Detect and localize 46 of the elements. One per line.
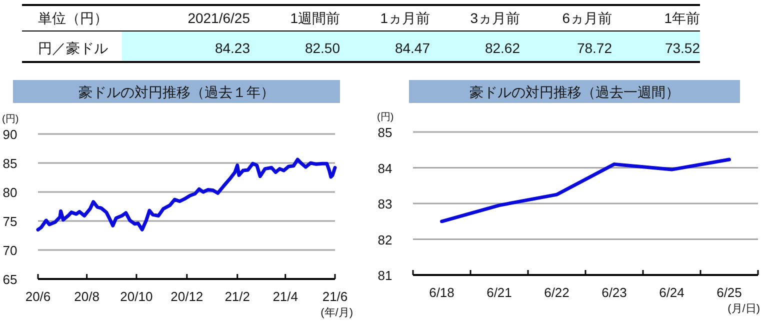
x-tick-label: 6/24 bbox=[659, 285, 684, 300]
text: 6ヵ月前 bbox=[562, 10, 612, 26]
line-series bbox=[440, 158, 731, 224]
x-axis-title: (年/月) bbox=[320, 307, 353, 319]
x-axis-title: (月/日) bbox=[728, 303, 760, 315]
text: 1ヵ月前 bbox=[380, 10, 430, 26]
y-tick-label: 83 bbox=[378, 196, 392, 212]
text: 78.72 bbox=[576, 40, 612, 56]
y-tick-label: 75 bbox=[2, 214, 18, 229]
x-tick-label: 20/10 bbox=[120, 289, 153, 304]
x-tick-label: 6/21 bbox=[486, 285, 512, 300]
text: 73.52 bbox=[664, 40, 700, 56]
y-tick-label: 90 bbox=[2, 127, 18, 142]
y-tick-label: 80 bbox=[2, 185, 18, 200]
line-series bbox=[36, 158, 337, 232]
y-tick-label: 85 bbox=[378, 125, 392, 140]
y-axis-title: (円) bbox=[377, 112, 394, 123]
chart-title: 豪ドルの対円推移（過去１年） bbox=[78, 84, 274, 100]
text: 84.47 bbox=[394, 40, 430, 56]
x-tick-label: 20/8 bbox=[74, 289, 100, 304]
y-tick-label: 85 bbox=[2, 156, 18, 171]
text: 82.62 bbox=[484, 40, 520, 56]
y-tick-label: 82 bbox=[378, 232, 392, 248]
x-tick-label: 21/4 bbox=[272, 289, 298, 304]
y-tick-label: 84 bbox=[378, 160, 392, 176]
text: 1週間前 bbox=[290, 10, 340, 26]
text: 円／豪ドル bbox=[38, 40, 108, 56]
y-tick-label: 70 bbox=[2, 243, 18, 258]
text: 3ヵ月前 bbox=[470, 10, 520, 26]
x-tick-label: 6/25 bbox=[716, 285, 742, 300]
y-tick-label: 65 bbox=[2, 272, 18, 287]
x-tick-label: 21/6 bbox=[322, 289, 348, 304]
text: 1年前 bbox=[664, 10, 700, 26]
text: 82.50 bbox=[304, 40, 340, 56]
x-tick-label: 20/6 bbox=[25, 289, 51, 304]
x-tick-label: 6/22 bbox=[544, 285, 570, 300]
x-tick-label: 6/23 bbox=[602, 285, 627, 300]
x-tick-label: 20/12 bbox=[170, 289, 204, 304]
text: 84.23 bbox=[214, 40, 250, 56]
y-axis-title: (円) bbox=[2, 114, 19, 125]
text: 2021/6/25 bbox=[188, 10, 250, 26]
x-tick-label: 21/2 bbox=[224, 289, 250, 304]
chart-title: 豪ドルの対円推移（過去一週間） bbox=[470, 84, 680, 100]
x-tick-label: 6/18 bbox=[429, 285, 454, 300]
text: 単位（円） bbox=[38, 10, 108, 26]
y-tick-label: 81 bbox=[378, 268, 392, 283]
